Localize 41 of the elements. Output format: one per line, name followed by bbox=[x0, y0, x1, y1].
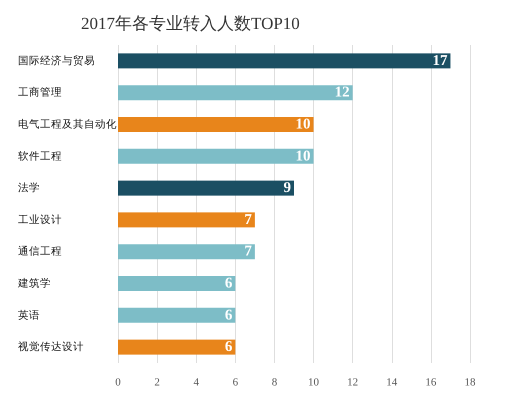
y-tick-label: 通信工程 bbox=[18, 244, 62, 258]
x-tick-label: 12 bbox=[347, 376, 358, 388]
y-tick-label: 法学 bbox=[18, 181, 40, 194]
y-tick-label: 电气工程及其自动化 bbox=[18, 118, 117, 130]
y-tick-label: 国际经济与贸易 bbox=[18, 54, 95, 67]
x-tick-label: 18 bbox=[464, 376, 476, 388]
bar bbox=[118, 53, 450, 68]
x-tick-label: 4 bbox=[193, 376, 200, 388]
bar bbox=[118, 276, 236, 291]
data-label: 6 bbox=[224, 276, 233, 292]
data-label: 7 bbox=[244, 244, 252, 260]
y-tick-label: 建筑学 bbox=[17, 276, 51, 290]
data-label: 10 bbox=[296, 148, 311, 164]
data-label: 6 bbox=[224, 307, 233, 324]
data-label: 10 bbox=[296, 116, 311, 132]
x-tick-label: 2 bbox=[154, 376, 160, 388]
x-tick-label: 16 bbox=[425, 376, 437, 388]
bar bbox=[118, 180, 294, 196]
bar bbox=[118, 244, 255, 260]
x-tick-label: 0 bbox=[115, 376, 122, 388]
chart-title: 2017年各专业转入人数TOP10 bbox=[81, 14, 300, 33]
bar bbox=[118, 117, 314, 132]
x-tick-label: 6 bbox=[232, 376, 239, 388]
data-label: 12 bbox=[334, 84, 350, 101]
data-label: 9 bbox=[284, 180, 291, 196]
bar bbox=[118, 212, 255, 228]
y-tick-label: 英语 bbox=[18, 308, 40, 322]
data-label: 17 bbox=[432, 52, 448, 69]
bar bbox=[118, 148, 314, 164]
y-tick-label: 工商管理 bbox=[18, 86, 62, 99]
data-label: 6 bbox=[224, 339, 233, 356]
bar bbox=[118, 308, 236, 323]
bar bbox=[118, 340, 236, 355]
x-tick-label: 8 bbox=[272, 376, 278, 388]
data-label: 7 bbox=[244, 212, 252, 228]
bar bbox=[118, 85, 353, 100]
y-tick-label: 视觉传达设计 bbox=[18, 340, 84, 354]
y-tick-label: 软件工程 bbox=[18, 150, 62, 162]
y-tick-label: 工业设计 bbox=[18, 212, 62, 226]
x-tick-label: 14 bbox=[386, 376, 398, 388]
x-tick-label: 10 bbox=[308, 376, 320, 388]
